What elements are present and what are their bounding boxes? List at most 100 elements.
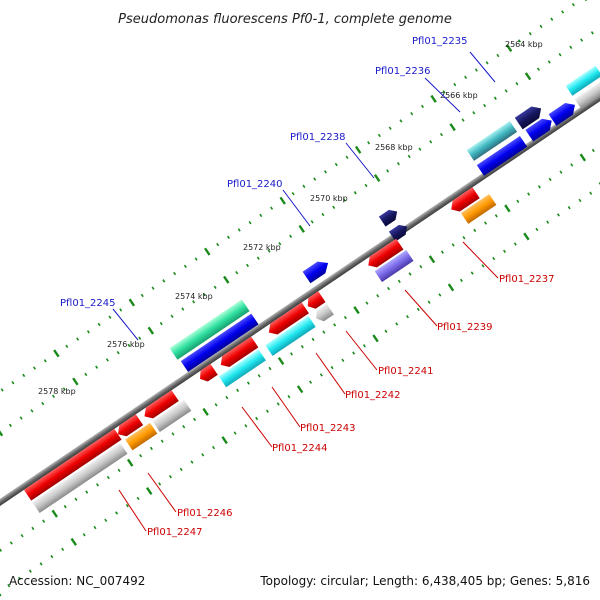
- gene-2235-cyan[interactable]: [565, 65, 600, 96]
- minor-tick: [194, 257, 198, 261]
- gene-2237-orange[interactable]: [460, 194, 497, 224]
- minor-tick: [429, 140, 433, 144]
- minor-tick: [481, 264, 485, 268]
- major-tick: [202, 407, 209, 416]
- minor-tick: [322, 330, 326, 334]
- gene-2246-red-b[interactable]: [141, 390, 179, 421]
- minor-tick: [255, 416, 259, 421]
- minor-tick: [496, 53, 500, 58]
- gene-label-2239[interactable]: Pfl01_2239: [437, 322, 493, 333]
- minor-tick: [18, 576, 22, 581]
- gene-2245-green[interactable]: [169, 299, 250, 360]
- gene-label-2238[interactable]: Pfl01_2238: [290, 132, 346, 143]
- minor-tick: [485, 61, 489, 65]
- minor-tick: [419, 265, 423, 269]
- minor-tick: [170, 314, 174, 319]
- gene-2247-red[interactable]: [23, 428, 122, 501]
- major-tick: [428, 255, 436, 264]
- gene-2241-red[interactable]: [304, 291, 326, 311]
- gene-2246-red-a[interactable]: [114, 414, 144, 439]
- minor-tick: [7, 584, 11, 588]
- leader-2239: [404, 289, 438, 327]
- gene-2235-grey[interactable]: [574, 78, 600, 110]
- gene-2240-arrow[interactable]: [302, 257, 332, 284]
- major-tick: [579, 153, 587, 162]
- major-tick: [145, 486, 153, 495]
- minor-tick: [127, 343, 131, 348]
- minor-tick: [233, 431, 237, 435]
- gene-label-2246[interactable]: Pfl01_2246: [177, 508, 233, 519]
- accession-text: Accession: NC_007492: [9, 574, 145, 588]
- minor-tick: [257, 374, 261, 378]
- gene-label-2242[interactable]: Pfl01_2242: [345, 390, 401, 401]
- gene-2238-arrow-a[interactable]: [388, 222, 411, 242]
- gene-2235-blue[interactable]: [548, 99, 579, 126]
- gene-label-2245[interactable]: Pfl01_2245: [60, 298, 116, 309]
- gene-2239-red[interactable]: [365, 238, 404, 271]
- minor-tick: [289, 234, 293, 239]
- gene-2246-grey[interactable]: [152, 399, 192, 432]
- minor-tick: [536, 67, 540, 71]
- gene-label-2244[interactable]: Pfl01_2244: [272, 443, 328, 454]
- minor-tick: [265, 409, 269, 413]
- tick-label: 2574 kbp: [175, 292, 213, 301]
- minor-tick: [270, 206, 274, 210]
- minor-tick: [74, 497, 78, 502]
- minor-tick: [550, 17, 554, 21]
- minor-tick: [396, 161, 400, 166]
- minor-tick: [517, 39, 521, 43]
- minor-tick: [139, 454, 143, 458]
- gene-2245-arrow[interactable]: [180, 313, 259, 372]
- major-tick: [0, 428, 4, 437]
- gene-2236-navy[interactable]: [514, 103, 545, 130]
- minor-tick: [226, 235, 230, 239]
- minor-tick: [556, 213, 560, 217]
- tick-label: 2564 kbp: [505, 40, 543, 49]
- minor-tick: [65, 344, 69, 348]
- minor-tick: [567, 205, 571, 210]
- leader-2245: [112, 308, 139, 341]
- genome-summary: Topology: circular; Length: 6,438,405 bp…: [259, 574, 590, 588]
- gene-label-2243[interactable]: Pfl01_2243: [300, 423, 356, 434]
- gene-2242-red[interactable]: [265, 302, 309, 337]
- gene-2244-red[interactable]: [217, 336, 259, 371]
- gene-2238-arrow-b[interactable]: [378, 207, 401, 227]
- major-tick: [279, 196, 286, 205]
- minor-tick: [116, 350, 120, 355]
- minor-tick: [158, 482, 162, 486]
- minor-tick: [309, 380, 313, 384]
- gene-label-2236[interactable]: Pfl01_2236: [375, 66, 431, 77]
- gene-2237-red[interactable]: [448, 187, 480, 215]
- gene-2236-blue[interactable]: [476, 136, 528, 176]
- major-tick: [523, 232, 530, 241]
- minor-tick: [342, 198, 347, 202]
- gene-2236-blue2[interactable]: [525, 115, 555, 142]
- gene-label-2241[interactable]: Pfl01_2241: [378, 366, 434, 377]
- gene-2243-cyan[interactable]: [218, 349, 266, 388]
- gene-label-2240[interactable]: Pfl01_2240: [227, 179, 283, 190]
- gene-2244-red-small[interactable]: [196, 363, 218, 384]
- minor-tick: [22, 373, 26, 378]
- gene-label-2237[interactable]: Pfl01_2237: [499, 274, 555, 285]
- minor-tick: [41, 401, 45, 406]
- minor-tick: [202, 292, 206, 297]
- minor-tick: [182, 424, 186, 429]
- minor-tick: [580, 38, 584, 42]
- gene-2242-cyan[interactable]: [265, 316, 316, 356]
- gene-2247-orange[interactable]: [125, 422, 158, 451]
- gene-label-2247[interactable]: Pfl01_2247: [147, 527, 203, 538]
- minor-tick: [470, 271, 474, 275]
- minor-tick: [32, 366, 36, 370]
- minor-tick: [61, 547, 65, 552]
- gene-2241-grey[interactable]: [313, 303, 334, 324]
- gene-2247-grey[interactable]: [32, 442, 128, 514]
- major-tick: [296, 385, 304, 394]
- gene-2236-teal[interactable]: [466, 121, 518, 161]
- gene-2239-purple[interactable]: [374, 250, 414, 283]
- minor-tick: [321, 212, 325, 217]
- gene-label-2235[interactable]: Pfl01_2235: [412, 36, 468, 47]
- minor-tick: [323, 170, 327, 174]
- leader-2238: [345, 142, 375, 179]
- minor-tick: [190, 460, 194, 464]
- major-tick: [221, 436, 228, 445]
